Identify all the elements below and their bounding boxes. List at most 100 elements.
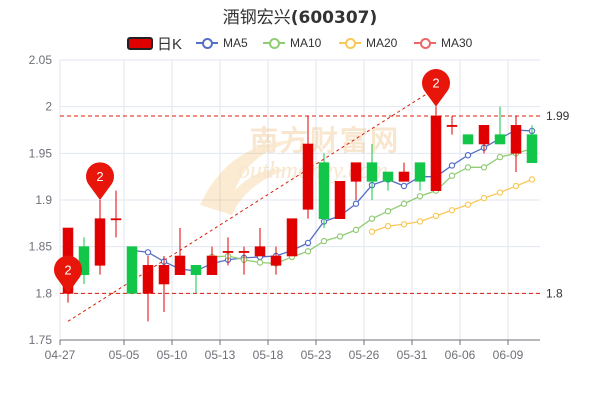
candle-body — [286, 218, 298, 257]
candle — [510, 116, 522, 172]
ma-point-ma10 — [480, 164, 488, 171]
ma-point-ma10 — [464, 164, 472, 171]
y-tick-label: 2.05 — [29, 53, 53, 67]
ma-point-ma20 — [496, 189, 504, 196]
chart-title: 酒钢宏兴(600307) — [0, 3, 600, 28]
y-tick-label: 1.95 — [29, 146, 53, 160]
candle-body — [126, 246, 138, 294]
ma-point-ma20 — [448, 207, 456, 214]
candle-body — [526, 134, 538, 163]
candle — [94, 200, 106, 275]
stock-code: (600307) — [290, 8, 378, 28]
trend-line — [67, 87, 437, 322]
candle — [398, 162, 410, 182]
candle-body — [78, 246, 90, 275]
pin-marker-icon — [422, 69, 450, 107]
candle-body — [270, 255, 282, 266]
ma-point-ma10 — [256, 259, 264, 266]
x-tick-label: 05-18 — [253, 348, 284, 362]
candle-body — [398, 171, 410, 182]
x-tick-label: 05-05 — [109, 348, 140, 362]
candle-body — [510, 125, 522, 154]
ma-point-ma10 — [352, 226, 360, 234]
legend-label: MA20 — [366, 36, 398, 50]
ma-point-ma20 — [416, 218, 424, 225]
ma-point-ma10 — [400, 200, 408, 207]
candle-body — [254, 246, 266, 257]
pin-marker-icon — [86, 162, 115, 200]
candle-body — [350, 162, 362, 182]
x-tick-label: 05-31 — [397, 348, 428, 362]
pin-marker: 2 — [422, 69, 450, 107]
legend-item-kline[interactable]: 日K — [127, 34, 182, 53]
candle-body — [478, 125, 490, 145]
ma-point-ma20 — [528, 176, 536, 183]
candle-body — [494, 134, 506, 145]
candle — [254, 228, 266, 257]
candle-body — [382, 171, 394, 182]
legend-item-ma20[interactable]: MA20 — [339, 34, 397, 52]
pin-marker-label: 2 — [432, 76, 439, 91]
ma-point-ma20 — [480, 194, 488, 202]
candle-body — [318, 162, 330, 219]
ma-point-ma5 — [464, 151, 472, 159]
ma-point-ma10 — [384, 207, 392, 215]
candle — [462, 134, 474, 145]
candle-body — [174, 255, 186, 275]
ma-point-ma20 — [432, 212, 440, 220]
y-tick-label: 1.8 — [35, 286, 52, 300]
stock-name: 酒钢宏兴 — [222, 8, 291, 28]
candle-body — [414, 162, 426, 182]
ma-point-ma10 — [496, 153, 504, 161]
ma-point-ma10 — [320, 237, 328, 245]
candle-body — [110, 218, 122, 221]
legend-item-ma10[interactable]: MA10 — [263, 34, 321, 52]
pin-marker-label: 2 — [96, 169, 103, 184]
reference-line-label: 1.99 — [546, 109, 570, 123]
candle — [270, 246, 282, 275]
candle — [350, 162, 362, 200]
candle-body — [238, 251, 250, 253]
y-tick-label: 2 — [45, 100, 52, 114]
legend-item-ma30[interactable]: MA30 — [414, 34, 472, 52]
pin-marker-label: 2 — [64, 262, 71, 277]
x-tick-label: 05-26 — [349, 348, 380, 362]
candle-body — [206, 255, 218, 275]
ma-point-ma5 — [400, 182, 408, 190]
candle — [110, 190, 122, 238]
candle — [174, 228, 186, 275]
candle-body — [334, 181, 346, 219]
legend-item-ma5[interactable]: MA5 — [196, 34, 248, 52]
ma-point-ma20 — [400, 221, 408, 228]
candle-body — [190, 265, 202, 275]
candle — [206, 246, 218, 275]
ma-point-ma10 — [368, 215, 376, 222]
legend-label: MA30 — [441, 36, 473, 50]
candle — [334, 181, 346, 219]
ma-point-ma10 — [336, 233, 344, 240]
ma30-swatch-icon — [414, 37, 436, 49]
watermark-text: 南方财富网 — [250, 124, 400, 157]
x-tick-label: 05-13 — [205, 348, 236, 362]
candle — [366, 144, 378, 200]
pin-marker: 2 — [54, 255, 83, 294]
ma5-swatch-icon — [196, 37, 218, 49]
ma-point-ma5 — [144, 249, 152, 256]
candle-body — [366, 162, 378, 182]
candle — [494, 106, 506, 145]
candle — [526, 125, 538, 163]
candle — [478, 125, 490, 154]
pin-marker: 2 — [86, 162, 115, 200]
candle — [382, 171, 394, 191]
ma-point-ma20 — [464, 201, 472, 208]
x-tick-label: 04-27 — [45, 348, 76, 362]
legend-label: MA5 — [223, 36, 248, 50]
candle — [446, 116, 458, 135]
candle — [430, 106, 442, 191]
candle-body — [142, 265, 154, 294]
ma10-swatch-icon — [263, 37, 285, 49]
legend-label: MA10 — [290, 36, 322, 50]
ma-point-ma5 — [352, 200, 360, 207]
x-tick-label: 05-10 — [157, 348, 188, 362]
watermark-swoosh-icon — [200, 140, 300, 215]
